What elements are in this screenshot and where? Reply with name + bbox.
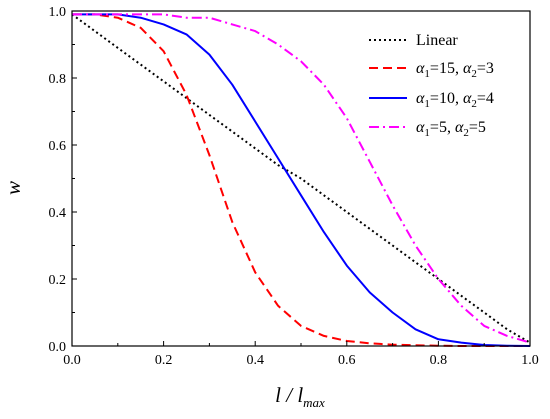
legend-separator: , [455, 60, 463, 77]
y-tick-label: 0.2 [49, 273, 67, 288]
alpha-subscript: 2 [471, 98, 477, 110]
alpha-value: 4 [486, 90, 494, 107]
alpha-value: 10 [439, 90, 455, 107]
x-axis-label-subscript: max [303, 395, 325, 410]
series-line-1 [71, 13, 531, 344]
x-tick-label: 0.2 [155, 353, 173, 368]
y-tick-label: 0.4 [49, 206, 67, 221]
alpha-subscript: 2 [463, 127, 469, 139]
alpha-subscript: 1 [424, 127, 430, 139]
alpha-subscript: 1 [424, 68, 430, 80]
alpha-value: 3 [486, 60, 494, 77]
legend-separator: = [469, 119, 478, 136]
legend-separator: = [430, 119, 439, 136]
alpha-value: 5 [439, 119, 447, 136]
x-tick-label: 0.8 [430, 353, 448, 368]
plot-area [71, 13, 531, 347]
legend-separator: , [447, 119, 455, 136]
series-line-3 [72, 13, 531, 347]
alpha-symbol: α [463, 90, 472, 107]
y-tick-label: 0.6 [49, 139, 67, 154]
alpha-subscript: 2 [471, 68, 477, 80]
legend-label-4: α1=5, α2=5 [416, 119, 486, 139]
legend-separator: = [477, 60, 486, 77]
alpha-value: 5 [478, 119, 486, 136]
legend-separator: = [430, 60, 439, 77]
alpha-symbol: α [455, 119, 464, 136]
x-axis-label-main: l / l [275, 383, 303, 407]
y-tick-label: 0.8 [49, 72, 67, 87]
alpha-subscript: 1 [424, 98, 430, 110]
x-tick-label: 0.4 [246, 353, 264, 368]
y-tick-label: 1.0 [49, 5, 67, 20]
axes: 0.0 0.2 0.4 0.6 0.8 1.0 0.0 0.2 0.4 0.6 0.8 1.0 [49, 5, 539, 368]
legend-label-1: Linear [416, 32, 458, 49]
y-axis-label: w [1, 181, 25, 195]
x-axis-label: l / lmax [275, 383, 325, 410]
alpha-symbol: α [463, 60, 472, 77]
alpha-symbol: α [416, 60, 425, 77]
series-line-4 [72, 13, 531, 344]
x-tick-label: 0.6 [338, 353, 356, 368]
x-tick-label: 1.0 [521, 353, 539, 368]
y-tick-label: 0.0 [49, 340, 67, 355]
legend-separator: , [455, 90, 463, 107]
legend-label-2: α1=15, α2=3 [416, 60, 494, 80]
x-tick-label: 0.0 [63, 353, 81, 368]
alpha-symbol: α [416, 90, 425, 107]
legend-separator: = [477, 90, 486, 107]
alpha-value: 15 [439, 60, 455, 77]
legend-label-3: α1=10, α2=4 [416, 90, 494, 110]
alpha-symbol: α [416, 119, 425, 136]
legend-separator: = [430, 90, 439, 107]
series-line-2 [72, 13, 530, 347]
